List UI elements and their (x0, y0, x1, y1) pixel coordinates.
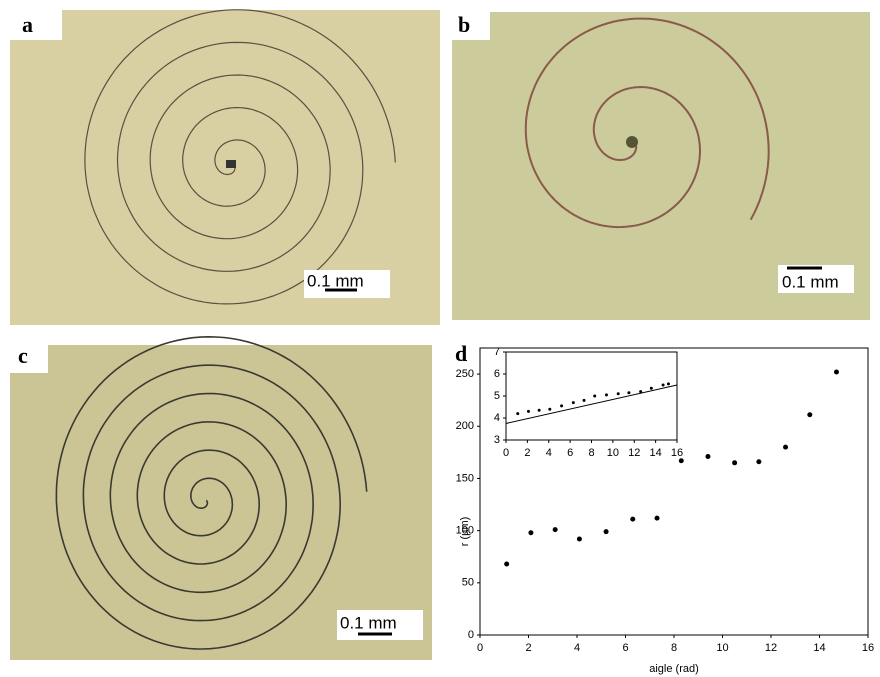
point (649, 386, 653, 390)
scale-label: 0.1 mm (340, 613, 397, 632)
point (627, 391, 631, 395)
y-tick-label: 4 (494, 412, 500, 424)
x-tick-label: 10 (607, 447, 619, 459)
y-tick-label: 250 (456, 368, 474, 380)
x-tick-label: 4 (574, 642, 580, 654)
point (732, 460, 738, 466)
x-tick-label: 12 (628, 447, 640, 459)
spiral (55, 335, 368, 650)
x-tick-label: 8 (588, 447, 594, 459)
x-tick-label: 2 (524, 447, 530, 459)
point (833, 369, 839, 375)
x-tick-label: 14 (813, 642, 825, 654)
plot-frame (505, 351, 678, 441)
label-box (452, 12, 490, 40)
point (616, 392, 620, 396)
point (783, 444, 789, 450)
point (526, 409, 530, 413)
y-tick-label: 200 (456, 420, 474, 432)
x-tick-label: 2 (525, 642, 531, 654)
scale-box (304, 270, 390, 298)
point (548, 407, 552, 411)
spiral (84, 9, 396, 305)
panel-label: d (455, 341, 467, 366)
panel-label: b (458, 12, 470, 37)
point (705, 454, 711, 460)
point (807, 412, 813, 418)
scale-label: 0.1 mm (782, 272, 839, 291)
scale-label: 0.1 mm (307, 271, 364, 290)
y-axis-label: r (µm) (459, 517, 471, 547)
point (516, 412, 520, 416)
micrograph-c (10, 345, 432, 660)
point (593, 394, 597, 398)
y-tick-label: 100 (456, 525, 474, 537)
fit-line (505, 384, 678, 424)
point (582, 398, 586, 402)
x-tick-label: 16 (862, 642, 874, 654)
y-tick-label: 3 (494, 434, 500, 446)
x-tick-label: 6 (567, 447, 573, 459)
scale-box (778, 265, 854, 293)
point (666, 382, 670, 386)
point (571, 401, 575, 405)
x-tick-label: 0 (477, 642, 483, 654)
x-tick-label: 16 (671, 447, 683, 459)
point (603, 529, 609, 535)
y-tick-label: 50 (462, 577, 474, 589)
y-tick-label: 5 (494, 390, 500, 402)
spiral (524, 17, 770, 229)
point (552, 527, 558, 533)
x-tick-label: 4 (546, 447, 552, 459)
point (756, 459, 762, 465)
point (560, 404, 564, 408)
panel-label: a (22, 12, 33, 37)
y-tick-label: 0 (468, 629, 474, 641)
x-tick-label: 10 (716, 642, 728, 654)
spirals (55, 9, 770, 650)
y-tick-label: 6 (494, 368, 500, 380)
panel-label: c (18, 343, 28, 368)
point (678, 458, 684, 464)
point (528, 530, 534, 536)
point (537, 408, 541, 412)
point (661, 383, 665, 387)
point (576, 536, 582, 542)
x-tick-label: 12 (765, 642, 777, 654)
x-tick-label: 6 (622, 642, 628, 654)
point (630, 516, 636, 522)
label-box (10, 10, 62, 40)
point (654, 515, 660, 521)
label-box (10, 345, 48, 373)
particle (226, 160, 236, 168)
x-tick-label: 14 (650, 447, 662, 459)
x-tick-label: 0 (503, 447, 509, 459)
point (504, 561, 510, 567)
point (604, 393, 608, 397)
point (639, 390, 643, 394)
x-axis-label: aigle (rad) (649, 663, 699, 675)
x-tick-label: 8 (671, 642, 677, 654)
particle (626, 136, 638, 148)
y-tick-label: 150 (456, 472, 474, 484)
y-tick-label: 7 (494, 346, 500, 358)
